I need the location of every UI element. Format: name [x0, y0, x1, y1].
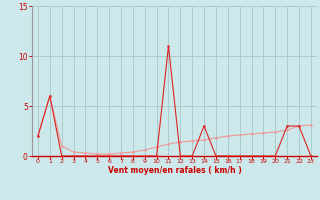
- X-axis label: Vent moyen/en rafales ( km/h ): Vent moyen/en rafales ( km/h ): [108, 166, 241, 175]
